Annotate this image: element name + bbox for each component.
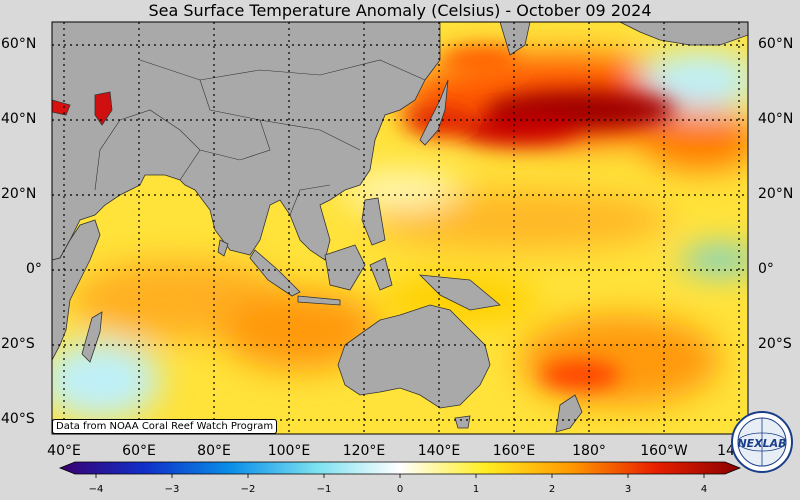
colorbar-tick: 0 [396, 484, 404, 495]
lon-label-140w-partial: 14 [717, 443, 735, 459]
colorbar-tick: 2 [548, 484, 556, 495]
lon-label-180: 180° [572, 443, 606, 459]
philippines [361, 197, 386, 246]
anomaly-field [52, 22, 748, 434]
lon-label-160e: 160°E [492, 443, 536, 459]
colorbar-tick: 4 [700, 484, 708, 495]
sulawesi [369, 257, 393, 291]
lat-label-40n-left: 40°N [1, 111, 37, 127]
colorbar [58, 461, 742, 478]
colorbar-tick: 1 [472, 484, 480, 495]
colorbar-tick: 3 [624, 484, 632, 495]
map-frame [51, 21, 749, 435]
map-title: Sea Surface Temperature Anomaly (Celsius… [148, 1, 652, 20]
madagascar [81, 311, 103, 363]
lat-label-20s-left: 20°S [1, 336, 35, 352]
land [52, 22, 748, 433]
lat-label-eq-left: 0° [26, 261, 42, 277]
lat-label-60n-left: 60°N [1, 36, 37, 52]
lon-label-100e: 100°E [267, 443, 311, 459]
lon-label-60e: 60°E [122, 443, 156, 459]
japan [419, 79, 449, 146]
borneo [324, 244, 366, 291]
colorbar-tick: −3 [164, 484, 180, 495]
lat-label-eq-right: 0° [758, 261, 774, 277]
colorbar-tick: −4 [88, 484, 104, 495]
colorbar-tick: −2 [240, 484, 256, 495]
australia [337, 304, 491, 409]
black-sea [52, 99, 71, 116]
lat-label-60n-right: 60°N [758, 36, 794, 52]
caspian-sea [94, 91, 113, 126]
lon-label-120e: 120°E [342, 443, 386, 459]
lon-label-160w: 160°W [640, 443, 688, 459]
tasmania [454, 415, 471, 429]
data-credit: Data from NOAA Coral Reef Watch Program [52, 419, 278, 434]
lon-label-80e: 80°E [197, 443, 231, 459]
nexlab-logo: NEXLAB [731, 411, 793, 473]
sumatra [249, 249, 301, 297]
borders [94, 59, 426, 216]
sri-lanka [217, 239, 229, 257]
lat-label-20s-right: 20°S [758, 336, 792, 352]
new-guinea [418, 274, 501, 311]
lat-label-40s-left: 40°S [1, 411, 35, 427]
svg-text:NEXLAB: NEXLAB [737, 437, 786, 450]
alaska [619, 22, 748, 46]
lon-label-140e: 140°E [417, 443, 461, 459]
lat-label-20n-left: 20°N [1, 186, 37, 202]
eurasia [52, 22, 441, 261]
colorbar-tick: −1 [316, 484, 332, 495]
lat-label-40n-right: 40°N [758, 111, 794, 127]
lon-label-40e: 40°E [47, 443, 81, 459]
lat-label-20n-right: 20°N [758, 186, 794, 202]
kamchatka [499, 22, 531, 56]
java [297, 295, 341, 306]
